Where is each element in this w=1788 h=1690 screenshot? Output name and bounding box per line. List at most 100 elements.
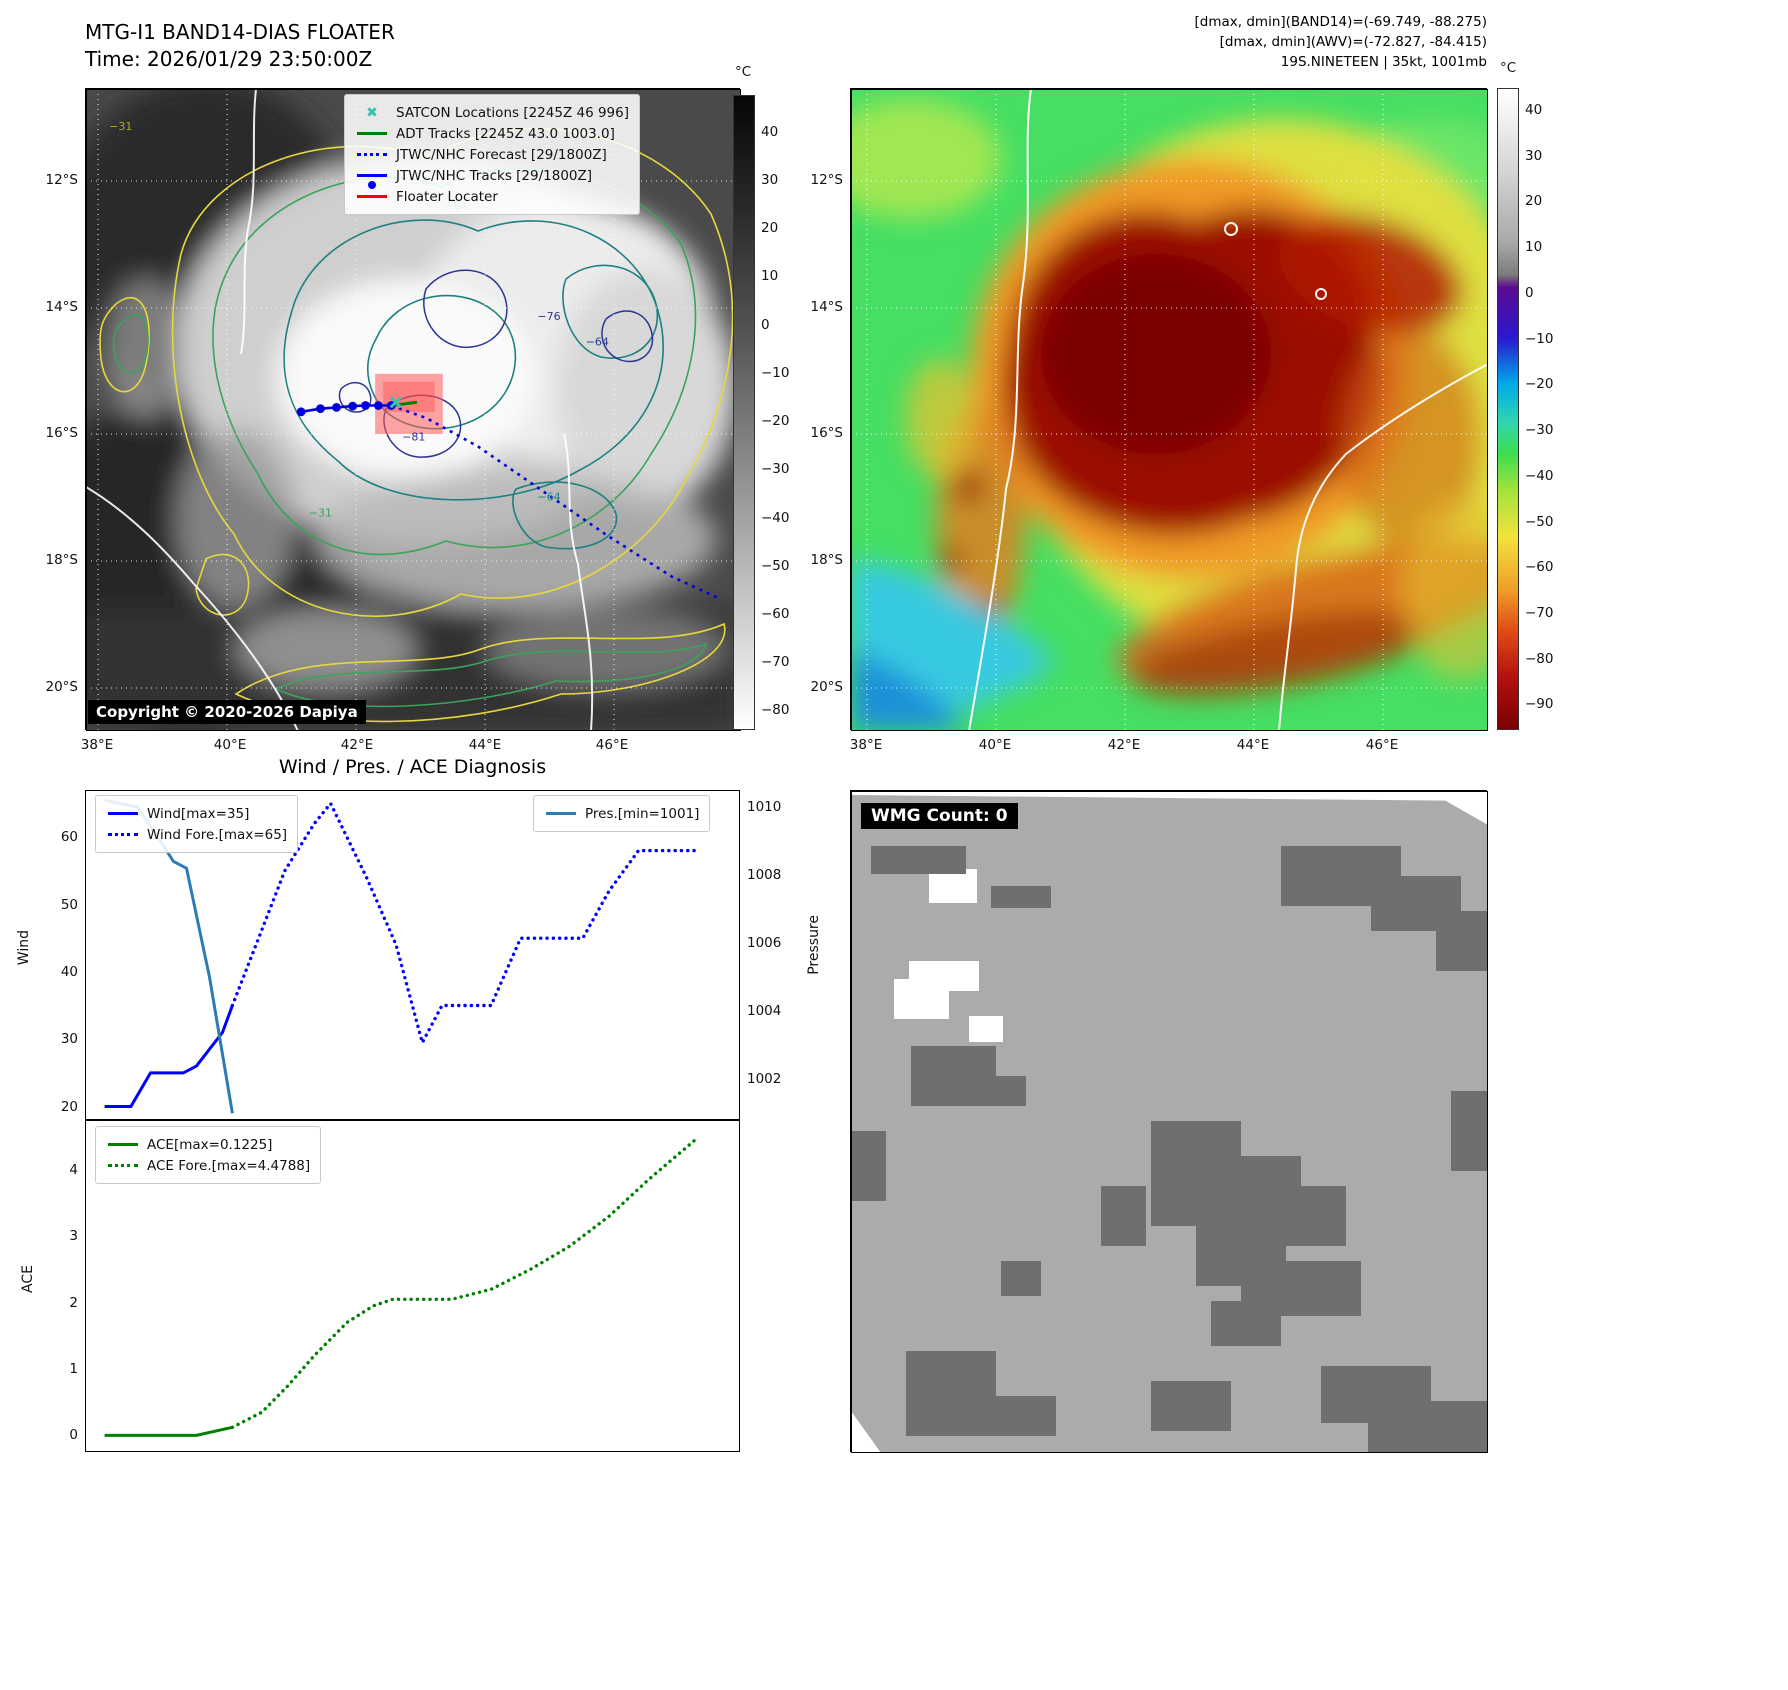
- band14-colorbar-tick: −50: [761, 558, 790, 574]
- coastline: [86, 89, 594, 731]
- series-wind-max-35-: [104, 1004, 234, 1108]
- legend-row-wind: Wind[max=35]: [106, 803, 287, 824]
- wind-y-tick: 40: [60, 964, 78, 980]
- band14-subtitle: Time: 2026/01/29 23:50:00Z: [85, 47, 373, 71]
- band14-colorbar-tick: 10: [761, 268, 779, 284]
- contour-label: −76: [537, 310, 560, 323]
- awv-header-line3: 19S.NINETEEN | 35kt, 1001mb: [1280, 54, 1487, 70]
- band14-colorbar-tick: −60: [761, 606, 790, 622]
- wind-fore-dotted-line-icon: [106, 833, 140, 836]
- awv-lon-tick: 46°E: [1365, 737, 1399, 753]
- band14-colorbar-unit: °C: [735, 64, 752, 80]
- awv-colorbar-tick: −10: [1525, 331, 1554, 347]
- awv-colorbar-tick: −20: [1525, 376, 1554, 392]
- band14-lon-tick: 42°E: [340, 737, 374, 753]
- wmg-map: [851, 791, 1488, 1453]
- wmg-frame: [851, 791, 1488, 1453]
- awv-colorbar-tick: −40: [1525, 468, 1554, 484]
- awv-lat-tick: 20°S: [810, 679, 844, 695]
- awv-frame: [851, 89, 1488, 731]
- awv-lat-tick: 18°S: [810, 552, 844, 568]
- contour-label: −31: [309, 506, 332, 519]
- track-point: [361, 401, 370, 410]
- awv-colorbar-tick: −70: [1525, 605, 1554, 621]
- graticule: [851, 89, 1488, 731]
- track-point: [348, 401, 358, 411]
- track-point: [296, 407, 306, 417]
- band14-colorbar-tick: 20: [761, 220, 779, 236]
- pressure-y-tick: 1008: [747, 867, 782, 883]
- track-point: [316, 404, 325, 414]
- band14-colorbar-tick: 30: [761, 172, 779, 188]
- legend-forecast-label: JTWC/NHC Forecast [29/1800Z]: [396, 146, 607, 163]
- legend-row-pressure: Pres.[min=1001]: [544, 803, 699, 824]
- legend-wind-fore-label: Wind Fore.[max=65]: [147, 826, 288, 843]
- pressure-y-tick: 1010: [747, 799, 782, 815]
- band14-lat-tick: 18°S: [45, 552, 79, 568]
- awv-colorbar-tick: 0: [1525, 285, 1534, 301]
- diagnosis-title: Wind / Pres. / ACE Diagnosis: [278, 756, 547, 778]
- awv-header: [dmax, dmin](BAND14)=(-69.749, -88.275) …: [987, 12, 1487, 72]
- awv-lat-tick: 16°S: [810, 425, 844, 441]
- legend-row-ace: ACE[max=0.1225]: [106, 1134, 310, 1155]
- awv-lon-tick: 38°E: [849, 737, 883, 753]
- legend-row-ace-fore: ACE Fore.[max=4.4788]: [106, 1155, 310, 1176]
- wind-y-tick: 30: [60, 1031, 78, 1047]
- band14-title: MTG-I1 BAND14-DIAS FLOATER: [85, 20, 395, 44]
- ace-y-tick: 2: [69, 1295, 78, 1311]
- awv-lat-tick: 12°S: [810, 172, 844, 188]
- track-line-dot-icon: [355, 174, 389, 189]
- pressure-y-tick: 1006: [747, 935, 782, 951]
- pressure-legend: Pres.[min=1001]: [533, 795, 711, 832]
- legend-wind-label: Wind[max=35]: [147, 805, 250, 822]
- legend-satcon-label: SATCON Locations [2245Z 46 996]: [396, 104, 629, 121]
- awv-colorbar-tick: −50: [1525, 514, 1554, 530]
- awv-colorbar-unit: °C: [1500, 60, 1517, 76]
- pressure-line-icon: [544, 812, 578, 815]
- pressure-axis-label: Pressure: [806, 915, 822, 975]
- ace-legend: ACE[max=0.1225] ACE Fore.[max=4.4788]: [95, 1126, 322, 1184]
- series-wind-fore-max-65-: [230, 800, 696, 1048]
- copyright-badge: Copyright © 2020-2026 Dapiya: [88, 700, 366, 724]
- band14-lon-tick: 38°E: [80, 737, 114, 753]
- awv-map-panel: [850, 88, 1488, 731]
- ace-y-tick: 0: [69, 1427, 78, 1443]
- legend-floater-label: Floater Locater: [396, 188, 498, 205]
- ace-y-tick: 4: [69, 1162, 78, 1178]
- band14-colorbar-tick: −40: [761, 510, 790, 526]
- band14-colorbar-tick: −10: [761, 365, 790, 381]
- wmg-count-badge: WMG Count: 0: [861, 803, 1018, 829]
- ace-axis-label: ACE: [20, 1265, 36, 1293]
- awv-colorbar-tick: 40: [1525, 102, 1543, 118]
- ir-cloud-imagery: [86, 89, 741, 731]
- ace-fore-dotted-line-icon: [106, 1164, 140, 1167]
- jtwc-forecast-track: [390, 404, 721, 600]
- awv-lat-tick: 14°S: [810, 299, 844, 315]
- legend-row-adt: ADT Tracks [2245Z 43.0 1003.0]: [355, 123, 629, 144]
- contour-label: −64: [537, 490, 560, 503]
- awv-satellite-image: [851, 89, 1488, 731]
- awv-lon-tick: 40°E: [978, 737, 1012, 753]
- legend-row-tracks: JTWC/NHC Tracks [29/1800Z]: [355, 165, 629, 189]
- band14-colorbar-tick: −70: [761, 654, 790, 670]
- track-point: [332, 402, 341, 412]
- band14-colorbar: [733, 95, 755, 730]
- band14-lat-tick: 16°S: [45, 425, 79, 441]
- awv-imagery: [851, 99, 1488, 731]
- contour-label: −31: [109, 120, 132, 133]
- band14-lat-tick: 20°S: [45, 679, 79, 695]
- contour-label: −64: [586, 335, 609, 348]
- awv-colorbar-tick: 20: [1525, 193, 1543, 209]
- wind-y-tick: 50: [60, 897, 78, 913]
- wind-y-tick: 20: [60, 1099, 78, 1115]
- coastline: [968, 89, 1488, 731]
- legend-row-wind-fore: Wind Fore.[max=65]: [106, 824, 287, 845]
- contour-label: −81: [402, 430, 425, 443]
- ace-line-icon: [106, 1143, 140, 1146]
- adt-line-icon: [355, 132, 389, 135]
- series-ace-max-0-1225-: [104, 1425, 233, 1437]
- legend-ace-label: ACE[max=0.1225]: [147, 1136, 273, 1153]
- pressure-y-tick: 1004: [747, 1003, 782, 1019]
- band14-lon-tick: 46°E: [595, 737, 629, 753]
